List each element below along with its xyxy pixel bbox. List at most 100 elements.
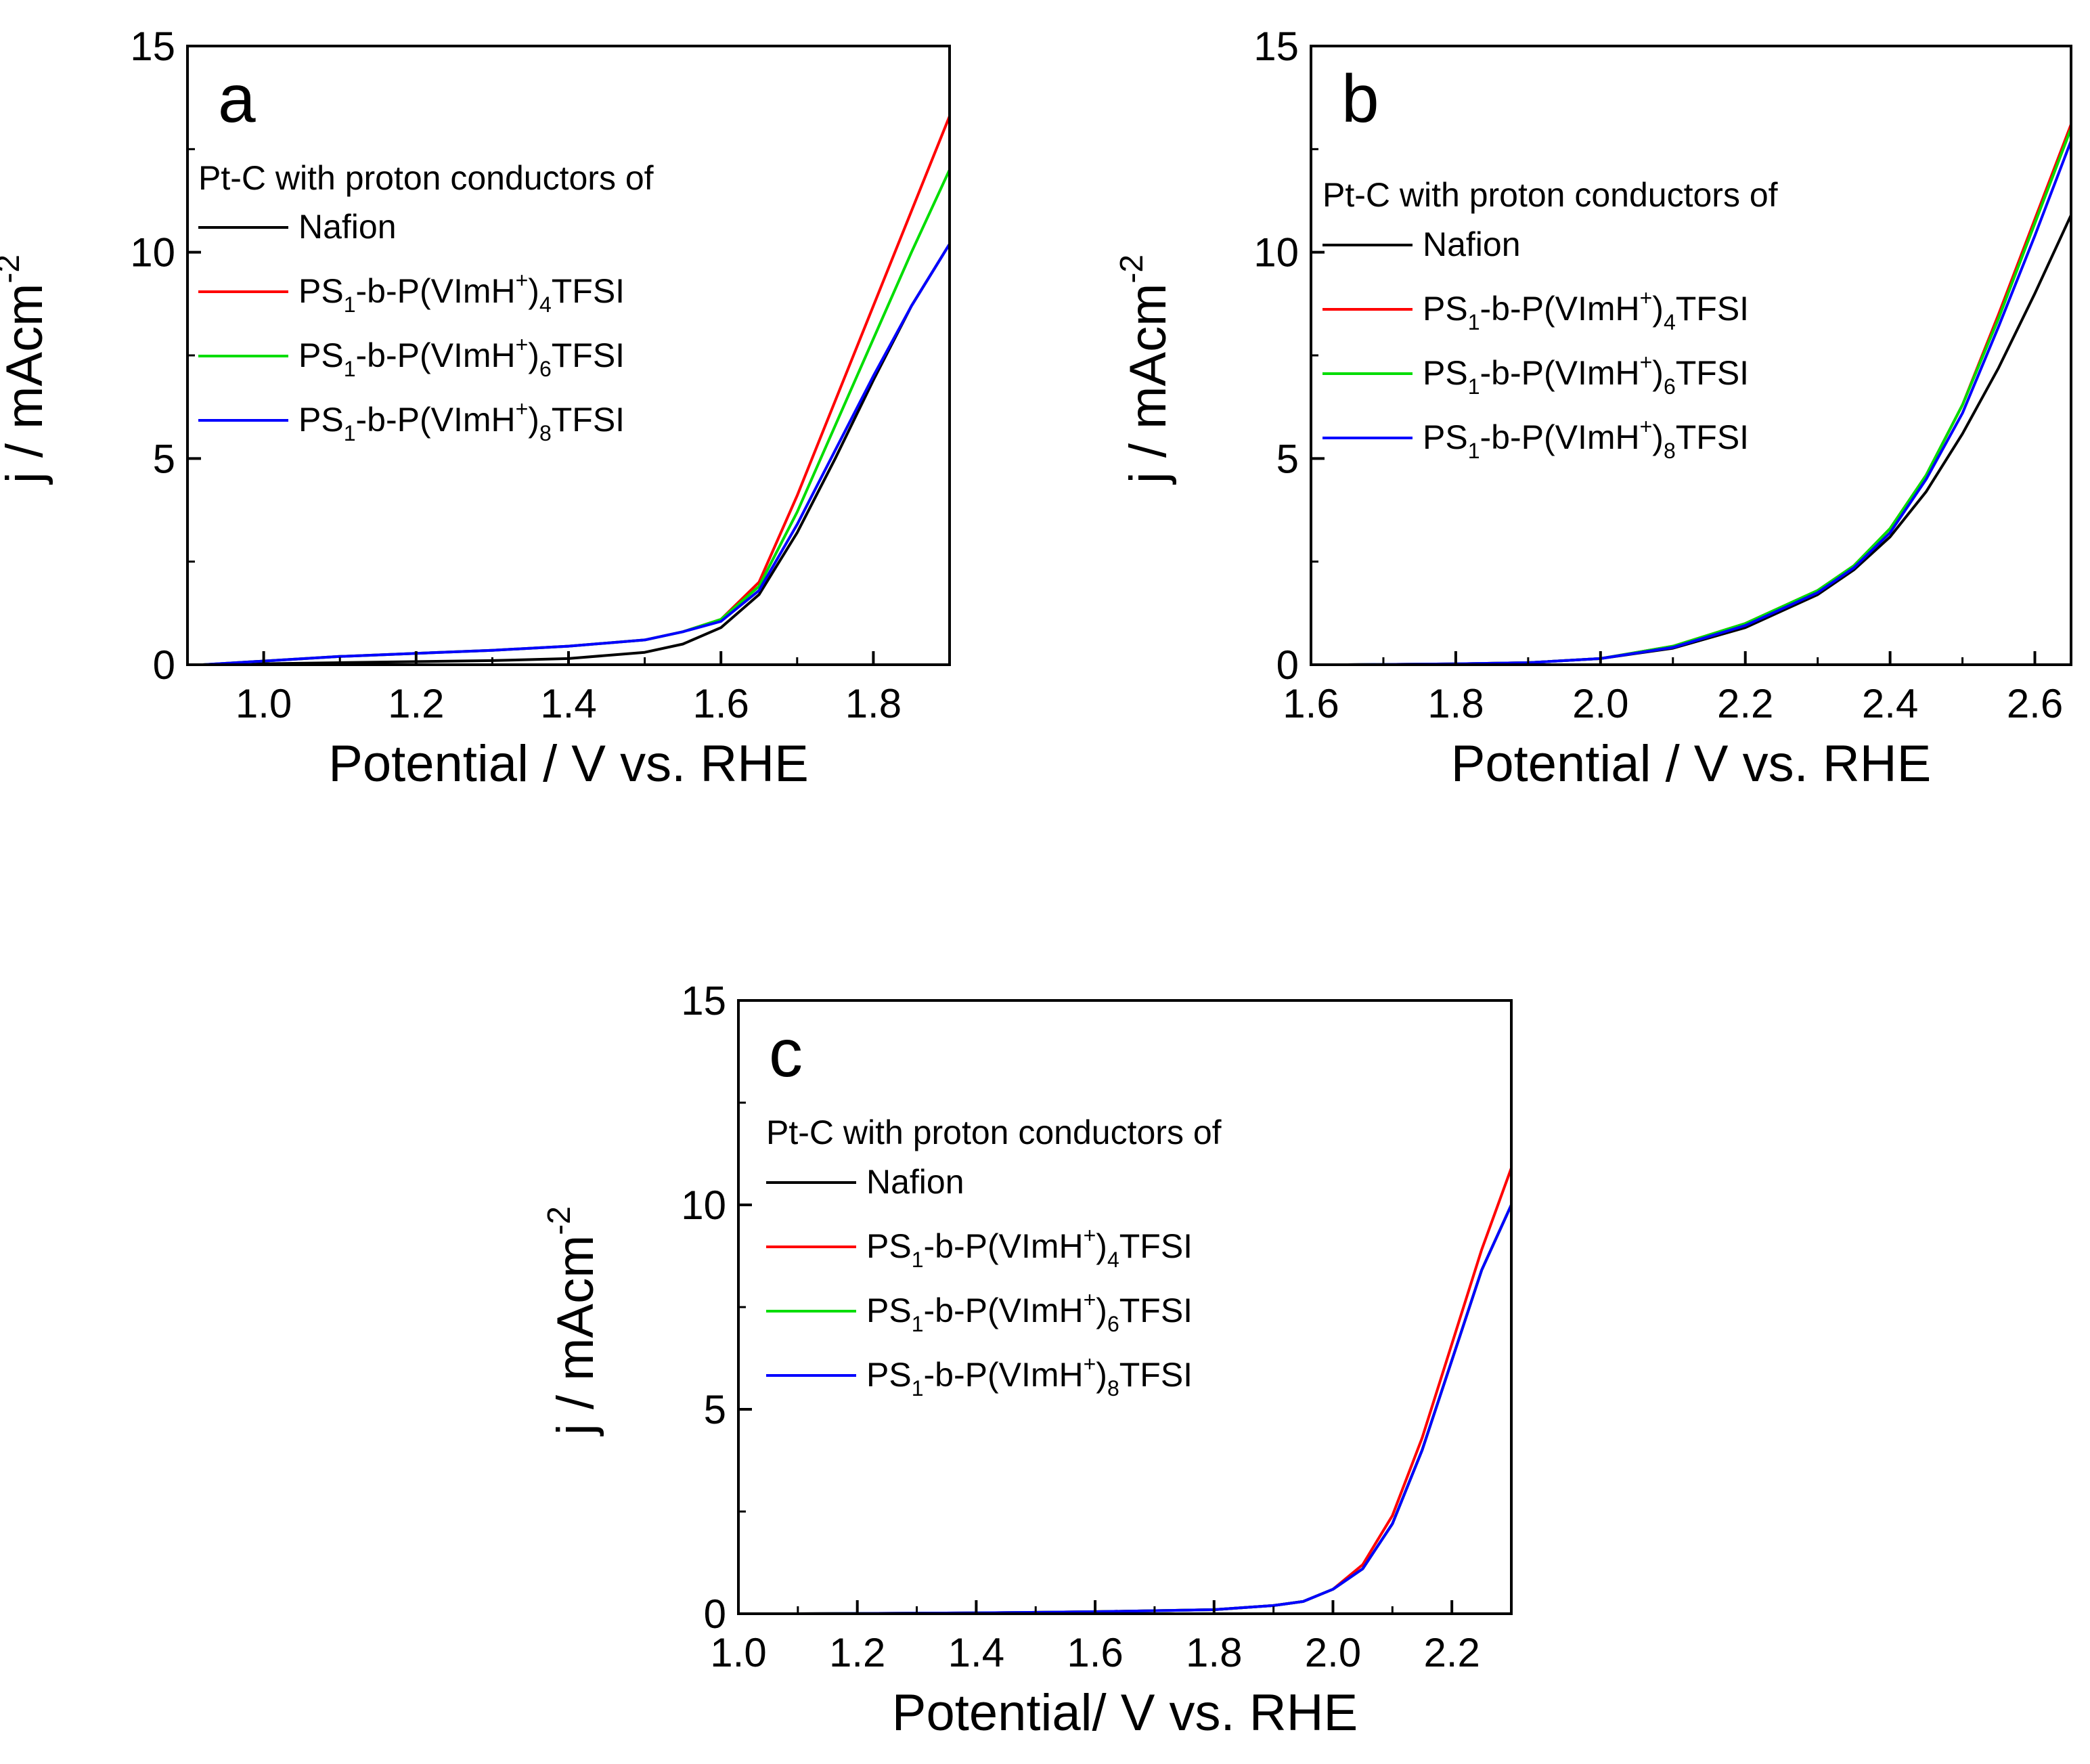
- panel-c-legend-label-2-part-0: PS: [866, 1292, 912, 1329]
- panel-a-y-tick-label-2: 10: [130, 230, 175, 275]
- panel-b-y-axis-title: j / mAcm-2: [1114, 255, 1177, 485]
- panel-c-legend-label-2-part-4: ): [1096, 1292, 1107, 1329]
- panel-b-y-axis-title-main: j / mAcm: [1119, 284, 1177, 485]
- panel-a-legend-label-3-part-6: TFSI: [552, 401, 625, 439]
- panel-c-y-tick-label-1: 5: [704, 1387, 726, 1432]
- panel-b-legend-label-1-part-1: 1: [1468, 310, 1480, 334]
- panel-a-series-line-3: [202, 243, 951, 666]
- panel-a-y-axis-title-sup: -2: [0, 255, 26, 284]
- panel-b-legend-label-2-part-1: 1: [1468, 374, 1480, 399]
- panel-c-series-line-0: [797, 1204, 1513, 1615]
- panel-a-legend-label-2: PS1-b-P(VImH+)6TFSI: [298, 332, 625, 381]
- panel-c-legend-label-0-text: Nafion: [866, 1163, 964, 1201]
- panel-c-x-tick-label-3: 1.6: [1067, 1630, 1123, 1675]
- panel-a-legend-label-2-part-4: ): [528, 336, 539, 374]
- panel-c-legend-title: Pt-C with proton conductors of: [766, 1113, 1222, 1151]
- panel-b-legend-label-2-part-2: -b-P(VImH: [1480, 354, 1640, 392]
- panel-c-y-tick-label-0: 0: [704, 1591, 726, 1637]
- panel-b-legend-title: Pt-C with proton conductors of: [1322, 176, 1778, 214]
- panel-a-legend-label-1-part-2: -b-P(VImH: [356, 272, 516, 310]
- panel-b-y-tick-label-1: 5: [1276, 436, 1299, 481]
- panel-c-legend-label-1-part-3: +: [1084, 1223, 1096, 1248]
- panel-b-letter: b: [1341, 61, 1379, 137]
- panel-c-legend-label-3-part-3: +: [1084, 1352, 1096, 1376]
- panel-b-legend-label-3: PS1-b-P(VImH+)8TFSI: [1423, 414, 1749, 463]
- panel-c-legend-label-1-part-6: TFSI: [1119, 1227, 1193, 1265]
- panel-a-legend-label-1: PS1-b-P(VImH+)4TFSI: [298, 268, 625, 317]
- panel-c-letter: c: [769, 1015, 803, 1091]
- panel-a-series-line-1: [202, 115, 951, 666]
- panel-c-legend-label-1-part-1: 1: [912, 1248, 924, 1272]
- panel-c-legend-label-3-part-0: PS: [866, 1356, 912, 1394]
- panel-a-y-axis-title: j / mAcm-2: [0, 255, 53, 485]
- panel-b-legend-label-1-part-6: TFSI: [1676, 290, 1749, 328]
- panel-a-legend-label-2-part-1: 1: [344, 357, 356, 381]
- panel-a-legend-label-3-part-1: 1: [344, 421, 356, 445]
- panel-a-legend-label-1-part-5: 4: [539, 292, 552, 317]
- panel-b-legend-label-0-text: Nafion: [1423, 225, 1521, 263]
- panel-b-legend-label-2: PS1-b-P(VImH+)6TFSI: [1423, 350, 1749, 399]
- panel-a-legend-label-3-part-0: PS: [298, 401, 344, 439]
- panel-a-legend-label-2-part-2: -b-P(VImH: [356, 336, 516, 374]
- panel-a-legend-label-3-part-3: +: [516, 397, 529, 421]
- panel-c-legend-label-2-part-3: +: [1084, 1287, 1096, 1312]
- panel-a-legend-title: Pt-C with proton conductors of: [198, 159, 654, 197]
- panel-c-legend-label-1-part-0: PS: [866, 1227, 912, 1265]
- panel-b-legend-label-2-part-3: +: [1640, 350, 1653, 374]
- panel-a-legend-label-2-part-5: 6: [539, 357, 552, 381]
- panel-a-legend-label-2-part-6: TFSI: [552, 336, 625, 374]
- panel-c-legend-label-3-part-4: ): [1096, 1356, 1107, 1394]
- panel-b-legend-label-2-part-6: TFSI: [1676, 354, 1749, 392]
- panel-a-x-tick-label-4: 1.8: [845, 681, 902, 726]
- panel-b-legend-label-1-part-2: -b-P(VImH: [1480, 290, 1640, 328]
- panel-b-y-axis-title-sup: -2: [1114, 255, 1150, 284]
- panel-c-legend-label-2-part-6: TFSI: [1119, 1292, 1193, 1329]
- panel-c-legend-label-3-part-1: 1: [912, 1376, 924, 1401]
- panel-b-legend-label-3-part-4: ): [1652, 418, 1664, 456]
- panel-c-legend-label-2-part-5: 6: [1107, 1312, 1119, 1336]
- panel-a-x-tick-label-0: 1.0: [236, 681, 292, 726]
- panel-a-x-tick-label-2: 1.4: [540, 681, 596, 726]
- panel-c-y-axis-title-sup: -2: [541, 1206, 577, 1235]
- panel-a-legend-label-2-part-0: PS: [298, 336, 344, 374]
- panel-a-legend-label-1-part-4: ): [528, 272, 539, 310]
- panel-c-series-line-2: [797, 1204, 1513, 1615]
- panel-c-x-tick-label-2: 1.4: [948, 1630, 1004, 1675]
- panel-a-x-axis-title: Potential / V vs. RHE: [328, 735, 809, 793]
- panel-b-x-tick-label-2: 2.0: [1572, 681, 1628, 726]
- panel-b-y-tick-label-3: 15: [1253, 24, 1299, 69]
- panel-b-legend-label-1: PS1-b-P(VImH+)4TFSI: [1423, 286, 1749, 334]
- panel-c-legend-label-3-part-2: -b-P(VImH: [924, 1356, 1084, 1394]
- panel-c-y-tick-label-2: 10: [681, 1183, 726, 1228]
- panel-a-y-tick-label-1: 5: [153, 436, 175, 481]
- panel-c-legend-label-2: PS1-b-P(VImH+)6TFSI: [866, 1287, 1193, 1336]
- panel-c: 1.0 1.2 1.4 1.6 1.8 2.0 2.2 0 5 10 15 Potential/ V …: [541, 978, 1513, 1742]
- panel-a-legend-label-1-part-1: 1: [344, 292, 356, 317]
- panel-a-y-tick-label-0: 0: [153, 642, 175, 688]
- panel-c-y-tick-label-3: 15: [681, 978, 726, 1023]
- panel-c-legend-label-0: Nafion: [866, 1163, 964, 1201]
- panel-c-x-tick-label-4: 1.8: [1186, 1630, 1242, 1675]
- panel-b-legend-label-3-part-1: 1: [1468, 439, 1480, 463]
- panel-a-legend-label-3-part-5: 8: [539, 421, 552, 445]
- panel-a-y-tick-label-3: 15: [130, 24, 175, 69]
- panel-a-legend-label-3-part-4: ): [528, 401, 539, 439]
- panel-a-legend-label-3: PS1-b-P(VImH+)8TFSI: [298, 397, 625, 445]
- panel-b-legend-label-3-part-0: PS: [1423, 418, 1468, 456]
- panel-b-y-tick-label-0: 0: [1276, 642, 1299, 688]
- panel-b-legend-label-3-part-5: 8: [1664, 439, 1676, 463]
- panel-b-legend-label-2-part-5: 6: [1664, 374, 1676, 399]
- panel-c-series-line-3: [797, 1204, 1513, 1615]
- panel-b-legend-label-0: Nafion: [1423, 225, 1521, 263]
- panel-a-legend-label-1-part-3: +: [516, 268, 529, 292]
- panel-a-legend-label-3-part-2: -b-P(VImH: [356, 401, 516, 439]
- panel-c-x-tick-label-6: 2.2: [1423, 1630, 1480, 1675]
- panel-b-legend-label-1-part-4: ): [1652, 290, 1664, 328]
- panel-b-legend-label-3-part-3: +: [1640, 414, 1653, 439]
- panel-b-legend-label-2-part-4: ): [1652, 354, 1664, 392]
- panel-a-letter: a: [218, 61, 256, 137]
- panel-a-legend-label-1-part-0: PS: [298, 272, 344, 310]
- panel-a-legend-label-0: Nafion: [298, 208, 397, 246]
- panel-c-legend-label-1-part-5: 4: [1107, 1248, 1119, 1272]
